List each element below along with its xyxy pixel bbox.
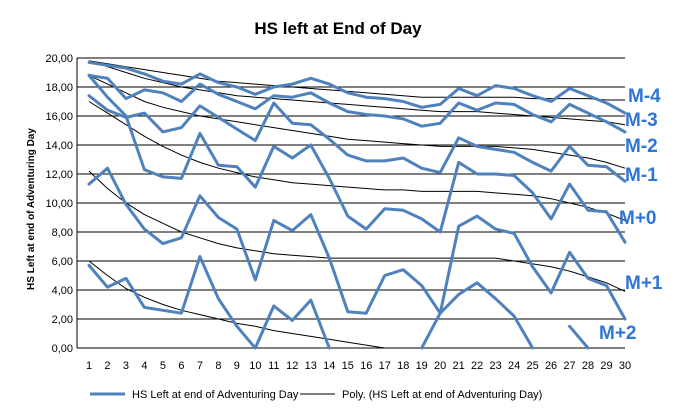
y-tick-label: 8,00	[52, 227, 73, 239]
x-tick-label: 1	[86, 360, 92, 372]
x-tick-label: 7	[197, 360, 203, 372]
line-label-M-2: M-2	[625, 136, 658, 157]
y-tick-label: 18,00	[45, 82, 73, 94]
line-label-M-4: M-4	[628, 86, 661, 107]
line-label-M-3: M-3	[625, 110, 658, 131]
trendline-M-2	[88, 74, 626, 169]
x-tick-label: 14	[323, 360, 335, 372]
gridlines	[77, 57, 625, 349]
x-tick-label: 2	[104, 360, 110, 372]
x-tick-label: 5	[160, 360, 166, 372]
legend-label-series: HS Left at end of Adventuring Day	[132, 389, 299, 401]
x-tick-label: 28	[582, 360, 594, 372]
line-labels: M-4 M-3 M-2 M-1 M+0 M+1 M+2	[599, 86, 663, 344]
line-label-M+0: M+0	[619, 208, 657, 229]
data-series	[87, 60, 627, 350]
series-line-M+1	[87, 255, 590, 350]
y-tick-label: 16,00	[45, 111, 73, 123]
x-tick-label: 29	[600, 360, 612, 372]
series-line-M-2	[87, 94, 627, 183]
x-tick-label: 22	[471, 360, 483, 372]
y-tick-label: 20,00	[45, 53, 73, 65]
series-line-M-3	[87, 73, 627, 134]
x-tick-label: 19	[416, 360, 428, 372]
x-tick-label: 21	[453, 360, 465, 372]
y-tick-label: 10,00	[45, 198, 73, 210]
x-tick-label: 9	[234, 360, 240, 372]
chart-title: HS left at End of Day	[254, 19, 422, 38]
legend-label-trend: Poly. (HS Left at end of Adventuring Day…	[342, 389, 542, 401]
y-tick-label: 2,00	[52, 314, 73, 326]
x-tick-label: 16	[360, 360, 372, 372]
series-line-M+0	[87, 73, 627, 244]
y-tick-label: 0,00	[52, 343, 73, 355]
x-tick-label: 27	[563, 360, 575, 372]
x-tick-label: 18	[397, 360, 409, 372]
y-tick-label: 4,00	[52, 285, 73, 297]
x-tick-label: 17	[379, 360, 391, 372]
trendline-M-4	[88, 60, 625, 101]
y-axis-title: HS Left at end of Adventuring Day	[26, 128, 37, 290]
x-tick-label: 11	[268, 360, 279, 372]
x-tick-label: 25	[526, 360, 538, 372]
series-line-M-4	[87, 60, 627, 115]
x-tick-label: 13	[305, 360, 317, 372]
line-label-M+2: M+2	[599, 323, 637, 344]
line-label-M-1: M-1	[625, 165, 658, 186]
x-tick-label: 10	[249, 360, 261, 372]
x-tick-label: 30	[619, 360, 631, 372]
trendline-M+1	[88, 260, 385, 349]
x-tick-label: 6	[178, 360, 184, 372]
line-label-M+1: M+1	[625, 273, 663, 294]
series-line-M-1	[87, 166, 627, 321]
y-tick-label: 12,00	[45, 169, 73, 181]
x-tick-label: 12	[286, 360, 298, 372]
x-tick-label: 24	[508, 360, 520, 372]
y-tick-label: 14,00	[45, 140, 73, 152]
x-tick-label: 23	[489, 360, 501, 372]
x-tick-label: 26	[545, 360, 557, 372]
trendline-M+0	[88, 170, 626, 292]
x-tick-label: 20	[434, 360, 446, 372]
y-tick-label: 6,00	[52, 256, 73, 268]
x-tick-label: 8	[215, 360, 221, 372]
axes: 0,00 2,00 4,00 6,00 8,00 10,00 12,00 14,00 16,00…	[45, 53, 631, 372]
x-tick-label: 3	[123, 360, 129, 372]
x-tick-label: 15	[342, 360, 354, 372]
legend: HS Left at end of Adventuring Day Poly. (…	[90, 389, 542, 401]
x-tick-label: 4	[141, 360, 147, 372]
